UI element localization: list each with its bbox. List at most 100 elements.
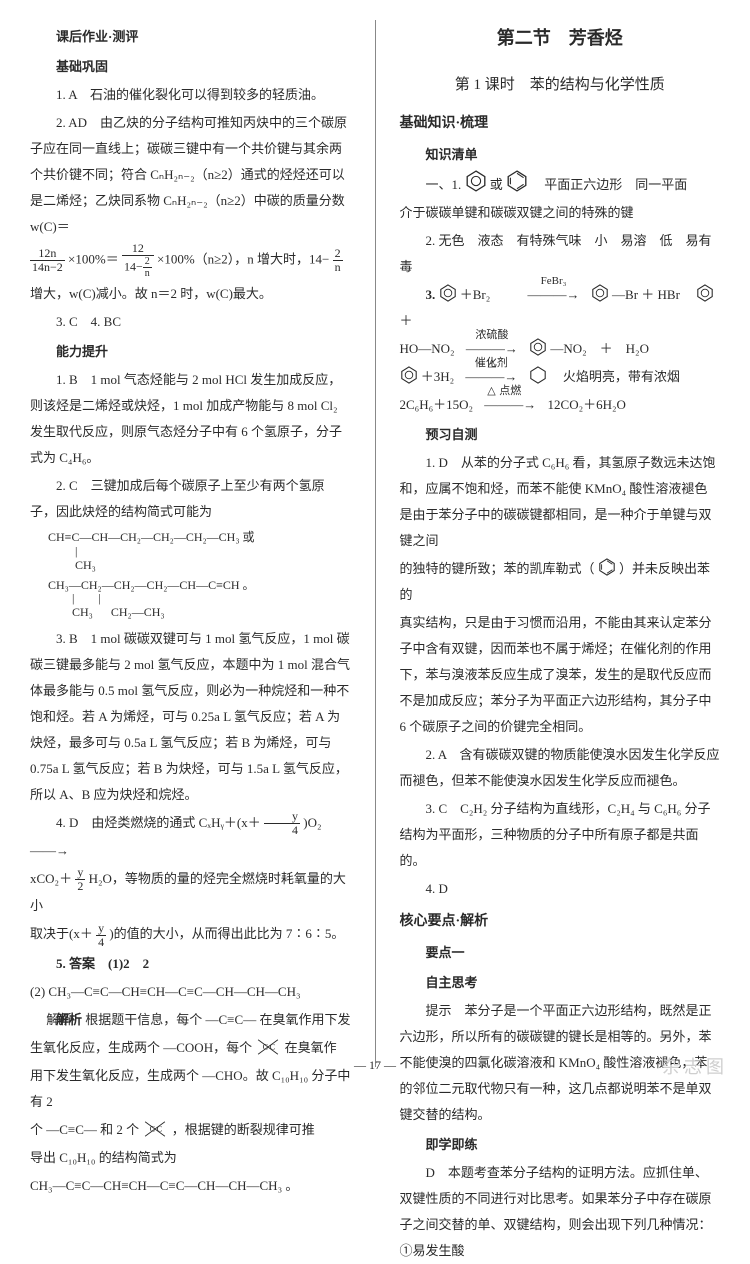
left-h2: 基础巩固 [30, 54, 351, 80]
right-column: 第二节 芳香烃 第 1 课时 苯的结构与化学性质 基础知识·梳理 知识清单 一、… [400, 20, 721, 1067]
struct1: CH≡C—CH—CH₂—CH₂—CH₂—CH₃ 或 | CH₃ [48, 531, 351, 572]
s2l1: CH₃—CH₂—CH₂—CH₂—CH—C≡CH 。 [48, 578, 255, 592]
y2: 2. A 含有碳碳双键的物质能使溴水因发生化学反应而褪色，但苯不能使溴水因发生化… [400, 742, 721, 794]
y1-line2: 的独特的键所致；苯的凯库勒式（ ）并未反映出苯的 [400, 556, 721, 608]
p3: 3. B 1 mol 碳碳双键可与 1 mol 氢气反应，1 mol 碳碳三键最… [30, 626, 351, 808]
p5jx4-line: 个 —C≡C— 和 2 个 ，根据键的断裂规律可推 [30, 1117, 351, 1143]
p5jx2: 生氧化反应，生成两个 —COOH，每个 [30, 1040, 252, 1055]
benzene-ring-icon [465, 170, 487, 192]
y3: 3. C C₂H₂ 分子结构为直线形，C₂H₄ 与 C₆H₆ 分子结构为平面形，… [400, 796, 721, 874]
p2: 2. C 三键加成后每个碳原子上至少有两个氢原子，因此炔烃的结构简式可能为 [30, 473, 351, 525]
rxn3top: 催化剂 [459, 352, 523, 374]
frac3: 2n [333, 247, 343, 274]
benzene-kekule-icon-2 [598, 558, 616, 576]
arrow-4: 点燃———→ [478, 392, 542, 418]
rxn1b: —Br ＋ HBr [612, 287, 680, 302]
q1: 1. A 石油的催化裂化可以得到较多的轻质油。 [30, 82, 351, 108]
p4b: xCO₂＋ [30, 871, 72, 886]
r-h2: 知识清单 [400, 142, 721, 168]
rxn3b: 火焰明亮，带有浓烟 [550, 369, 680, 384]
benzene-icon-r2 [529, 338, 547, 356]
s2l2: | | [48, 591, 101, 605]
p5-2: (2) CH₃—C≡C—CH≡CH—C≡C—CH—CH—CH₃ [30, 979, 351, 1005]
q2-tail: ×100%（n≥2），n 增大时，14− [157, 252, 329, 267]
fracy4b: y4 [96, 922, 106, 949]
q2-f1: ×100%＝ [68, 252, 119, 267]
rxn1cond: FeBr₃ [496, 270, 586, 292]
p5jx5: 导出 C₁₀H₁₀ 的结构简式为 [30, 1145, 351, 1171]
r-rxn3: ＋3H₂ 催化剂———→ △ 火焰明亮，带有浓烟 [400, 364, 721, 390]
benzene-icon-r1c [696, 284, 714, 302]
s1l1: CH≡C—CH—CH₂—CH₂—CH₂—CH₃ 或 [48, 530, 255, 544]
right-subtitle: 第 1 课时 苯的结构与化学性质 [400, 70, 721, 100]
rxn2top: 浓硫酸 [460, 324, 524, 346]
p4-line2: xCO₂＋ y2 H₂O，等物质的量的烃完全燃烧时耗氧量的大小 [30, 866, 351, 920]
q2-tail2: 增大，w(C)减小。故 n＝2 时，w(C)最大。 [30, 281, 351, 307]
p5jx6: CH₃—C≡C—CH≡CH—C≡C—CH—CH—CH₃ 。 [30, 1173, 351, 1199]
page-number: — 17 — [0, 1058, 750, 1073]
rxn3a: ＋3H₂ [421, 369, 454, 384]
column-divider [375, 20, 376, 1067]
right-title: 第二节 芳香烃 [400, 20, 721, 56]
cross-c-icon-2 [142, 1120, 168, 1138]
fracy2: y2 [75, 866, 85, 893]
r-line1a: 一、1. [426, 177, 462, 192]
r-line1b: 或 [490, 177, 506, 192]
page-root: 课后作业·测评 基础巩固 1. A 石油的催化裂化可以得到较多的轻质油。 2. … [30, 20, 720, 1067]
p5jx4b: ，根据键的断裂规律可推 [172, 1122, 315, 1137]
cross-c-icon [255, 1038, 281, 1056]
s1l2: | [48, 544, 77, 558]
p5jx-t: 解析 根据题干信息，每个 —C≡C— 在臭氧作用下发 [46, 1012, 350, 1027]
left-h1: 课后作业·测评 [30, 24, 351, 50]
y4: 4. D [400, 876, 721, 902]
r-h3: 预习自测 [400, 422, 721, 448]
r-line1c: 平面正六边形 同一平面 [531, 177, 687, 192]
p1: 1. B 1 mol 气态烃能与 2 mol HCl 发生加成反应，则该烃是二烯… [30, 367, 351, 471]
arrow-1: FeBr₃———→ [496, 282, 586, 308]
r-line1: 一、1. 或 平面正六边形 同一平面 [400, 170, 721, 198]
p5jx: 解析 解析 根据题干信息，每个 —C≡C— 在臭氧作用下发 [30, 1007, 351, 1033]
p4-line: 4. D 由烃类燃烧的通式 CₓHᵧ＋(x＋ y4 )O₂ ——→ [30, 810, 351, 864]
y1: 1. D 从苯的分子式 C₆H₆ 看，其氢原子数远未达饱和，应属不饱和烃，而苯不… [400, 450, 721, 554]
frac2: 1214−2n [122, 242, 154, 279]
p5head: 5. 答案 (1)2 2 [30, 951, 351, 977]
p5jx2b: 在臭氧作 [285, 1040, 337, 1055]
r-line4label: 3. [426, 287, 436, 302]
r-h4: 核心要点·解析 [400, 908, 721, 936]
p4: 4. D 由烃类燃烧的通式 CₓHᵧ＋(x＋ [56, 815, 261, 830]
rxn1a: ＋Br₂ [460, 287, 491, 302]
r-h7: 即学即练 [400, 1132, 721, 1158]
r-line2: 介于碳碳单键和碳碳双键之间的特殊的键 [400, 200, 721, 226]
r-rxn2: HO—NO₂ 浓硫酸———→ △ —NO₂ ＋ H₂O [400, 336, 721, 362]
rxn4b: 12CO₂＋6H₂O [548, 397, 626, 412]
rxn4cond: 点燃 [478, 380, 542, 402]
benzene-icon-r3a [400, 366, 418, 384]
frac1: 12n14n−2 [30, 247, 65, 274]
r-rxn1: 3. ＋Br₂ FeBr₃———→ —Br ＋ HBr ＋ [400, 282, 721, 334]
y1d: 真实结构，只是由于习惯而沿用，不能由其来认定苯分子中含有双键，因而苯也不属于烯烃… [400, 610, 721, 740]
q2-formula: 12n14n−2 ×100%＝ 1214−2n ×100%（n≥2），n 增大时… [30, 242, 351, 279]
left-column: 课后作业·测评 基础巩固 1. A 石油的催化裂化可以得到较多的轻质油。 2. … [30, 20, 351, 1067]
rxn2b: —NO₂ ＋ H₂O [550, 341, 649, 356]
r-h1: 基础知识·梳理 [400, 110, 721, 138]
q3: 3. C 4. BC [30, 309, 351, 335]
y1b: 的独特的键所致；苯的凯库勒式（ [400, 561, 595, 576]
benzene-icon-r1b [591, 284, 609, 302]
s1l3: CH₃ [48, 558, 96, 572]
q2: 2. AD 由乙炔的分子结构可推知丙炔中的三个碳原子应在同一直线上；碳碳三键中有… [30, 110, 351, 240]
r-rxn4: 2C₆H₆＋15O₂ 点燃———→ 12CO₂＋6H₂O [400, 392, 721, 418]
p4d: 取决于(x＋ [30, 926, 93, 941]
p4-line3: 取决于(x＋ y4 )的值的大小，从而得出此比为 7∶6∶5。 [30, 921, 351, 949]
jl: D 本题考查苯分子结构的证明方法。应抓住单、双键性质的不同进行对比思考。如果苯分… [400, 1160, 721, 1264]
left-h3: 能力提升 [30, 339, 351, 365]
rxn2a: HO—NO₂ [400, 341, 455, 356]
fracy4a: y4 [264, 810, 300, 837]
benzene-kekule-icon [506, 170, 528, 192]
r-h5: 要点一 [400, 940, 721, 966]
r-h6: 自主思考 [400, 970, 721, 996]
s2l3: CH₃ CH₂—CH₃ [48, 605, 165, 619]
benzene-icon-r1a [439, 284, 457, 302]
struct2: CH₃—CH₂—CH₂—CH₂—CH—C≡CH 。 | | CH₃ CH₂—CH… [48, 579, 351, 620]
p5jx4: 个 —C≡C— 和 2 个 [30, 1122, 139, 1137]
p4e: )的值的大小，从而得出此比为 7∶6∶5。 [109, 926, 344, 941]
